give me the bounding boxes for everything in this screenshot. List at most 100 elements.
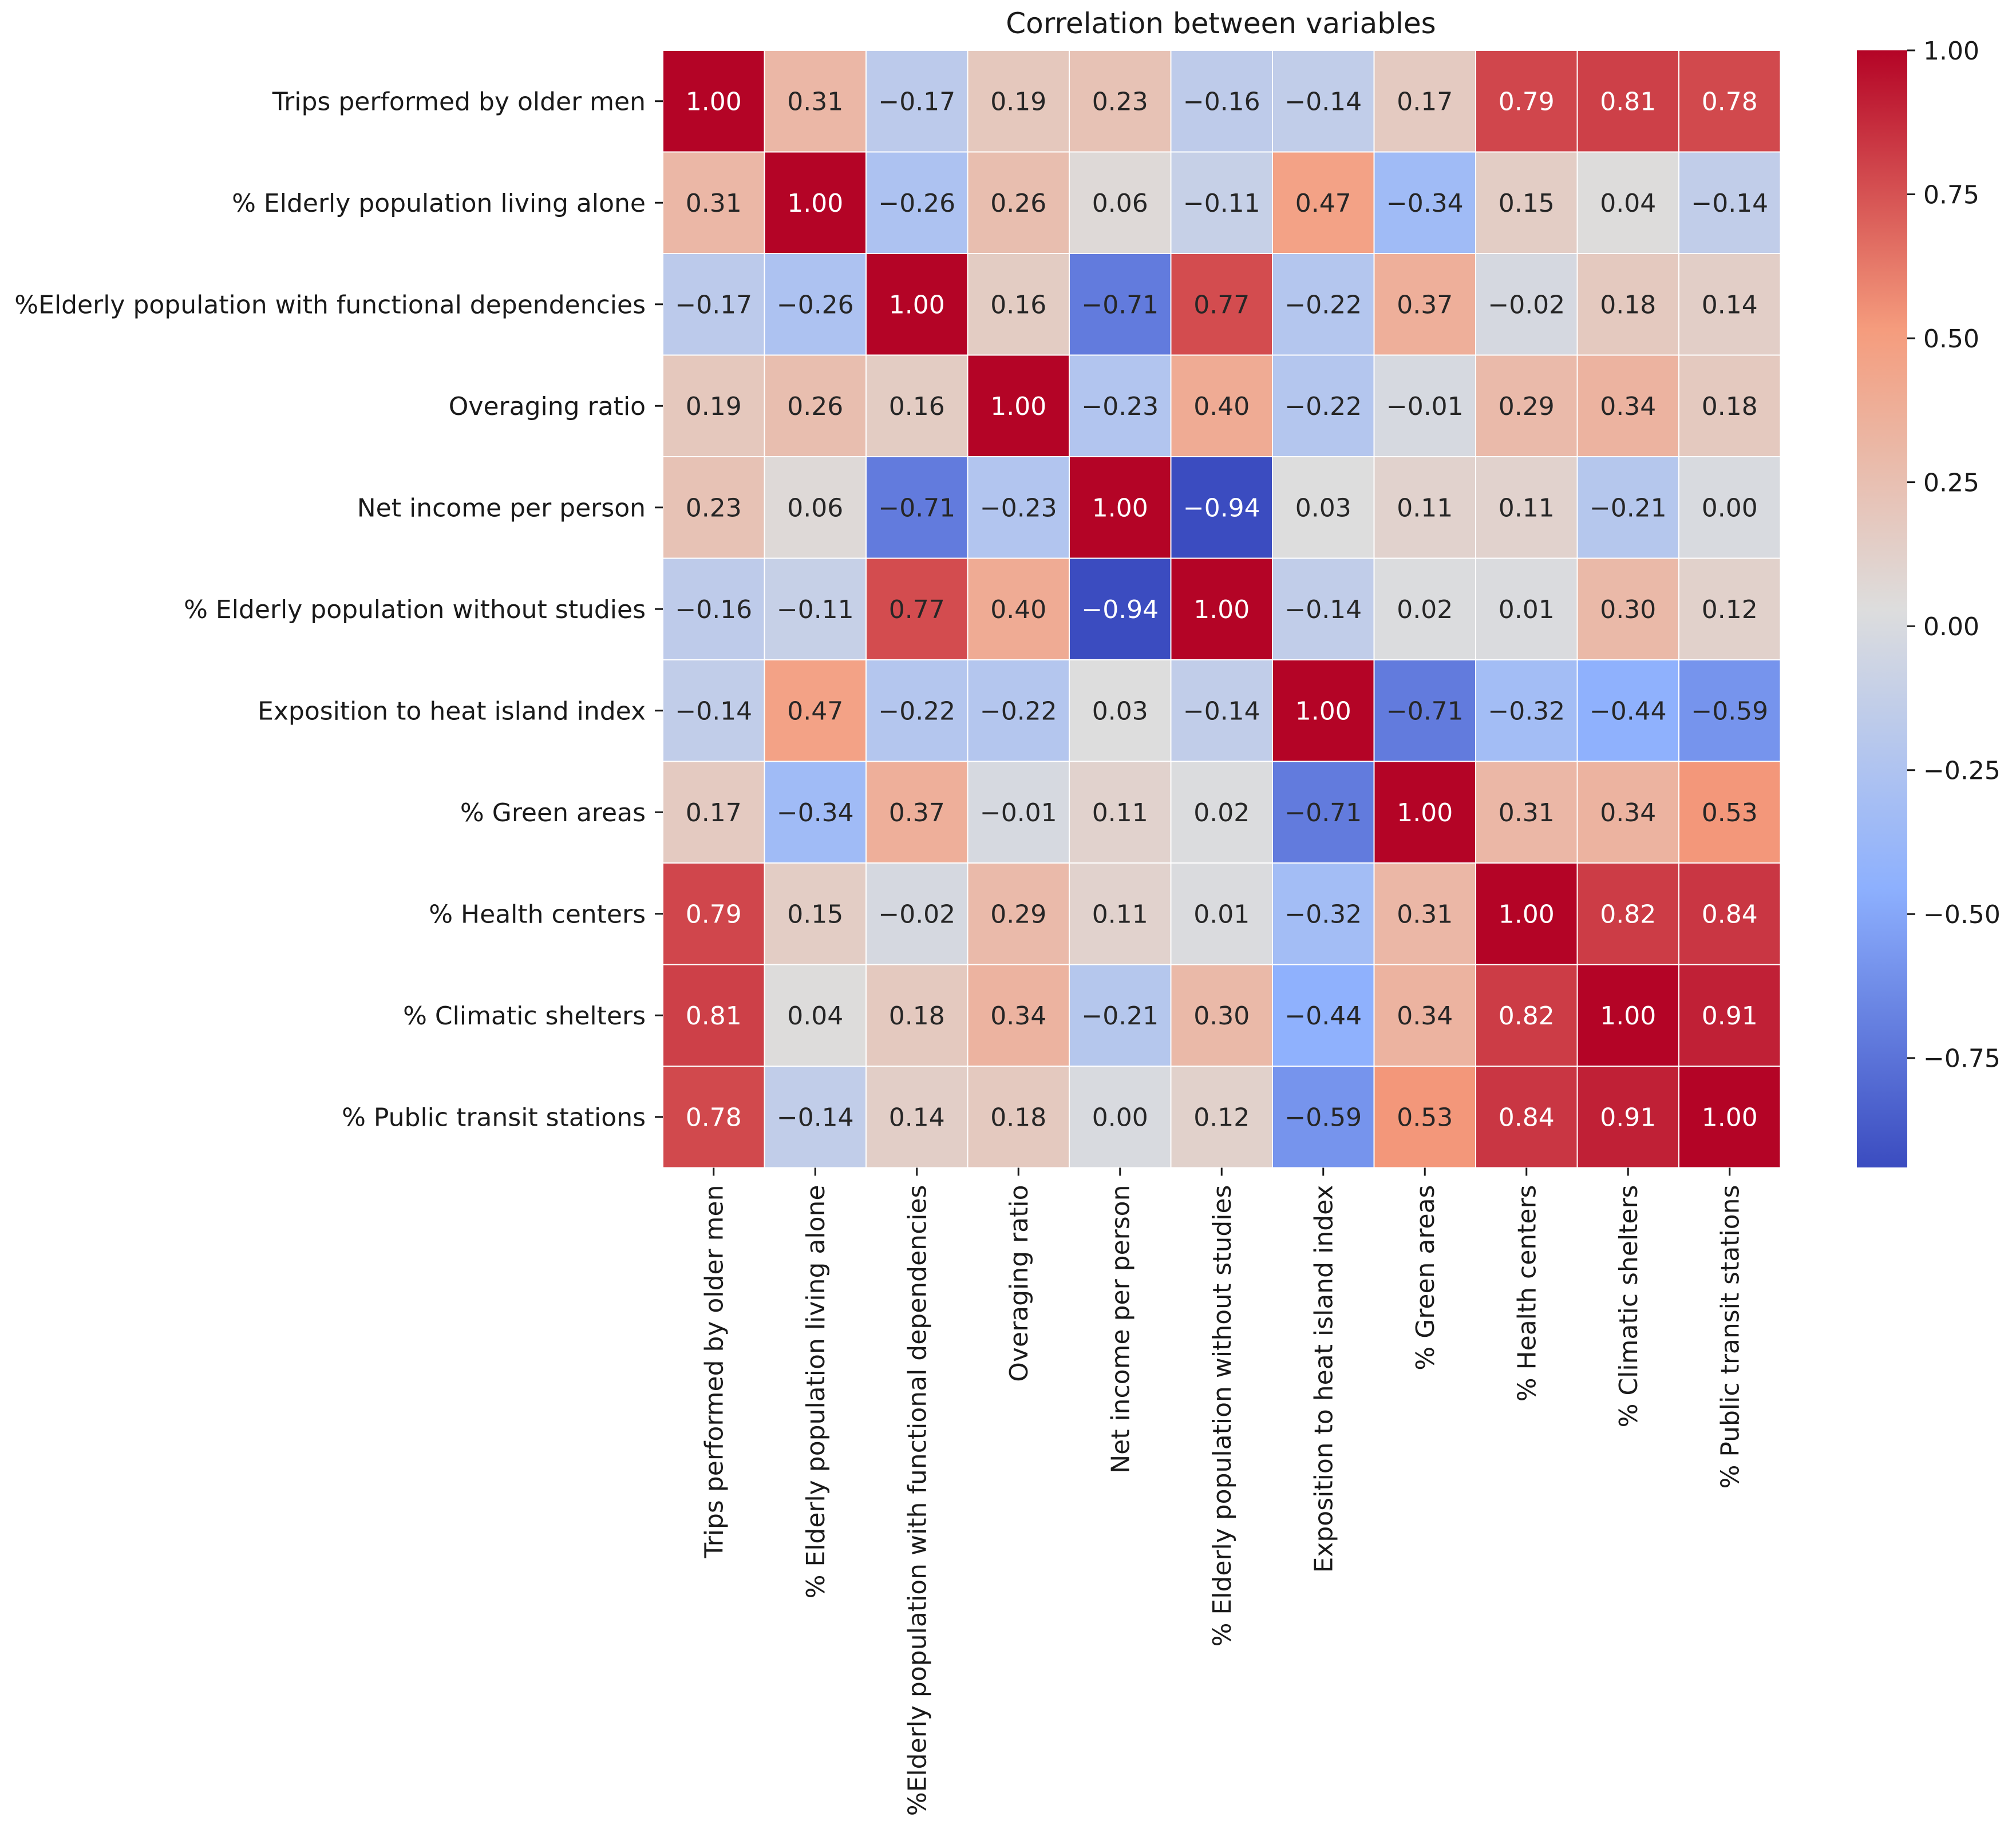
cell-value-label: 0.30	[1193, 1001, 1250, 1031]
cell-value-label: −0.01	[980, 798, 1057, 828]
cell-value-label: 0.18	[990, 1103, 1046, 1133]
cell-value-label: −0.59	[1284, 1103, 1362, 1133]
cell-value-label: −0.26	[777, 291, 854, 320]
y-tick-label: % Green areas	[460, 798, 646, 828]
y-axis-tick-labels: Trips performed by older men % Elderly po…	[14, 88, 663, 1133]
heatmap-cell	[967, 761, 1070, 864]
cell-value-label: 0.77	[1193, 291, 1250, 320]
cell-value-label: 0.03	[1092, 697, 1148, 726]
cell-value-label: 0.81	[1600, 88, 1656, 117]
cell-value-label: −0.17	[878, 88, 955, 117]
cell-value-label: 0.02	[1193, 798, 1250, 828]
heatmap-cell	[1272, 456, 1375, 559]
heatmap-cell	[1475, 354, 1578, 457]
heatmap-cell	[967, 253, 1070, 356]
cell-value-label: 0.04	[787, 1001, 843, 1031]
heatmap-annotations: 1.00 0.31 −0.17 0.19 0.23 −0.16 −0.14 0.17 0.79 0…	[675, 88, 1768, 1133]
cell-value-label: 0.79	[1499, 88, 1555, 117]
y-tick-label: % Health centers	[429, 900, 646, 929]
heatmap-cell	[1576, 1066, 1679, 1169]
x-tick-label: % Elderly population without studies	[1208, 1185, 1237, 1647]
heatmap-cell	[662, 964, 765, 1067]
cell-value-label: −0.71	[878, 494, 955, 523]
heatmap-cell	[1170, 1066, 1273, 1169]
cell-value-label: 0.31	[787, 88, 843, 117]
heatmap-cell	[1678, 151, 1781, 254]
heatmap-cell	[1069, 862, 1172, 965]
heatmap-cell	[1475, 659, 1578, 762]
cell-value-label: 1.00	[787, 189, 843, 218]
heatmap-cell	[1272, 557, 1375, 660]
heatmap-cell	[1373, 50, 1476, 153]
heatmap-cell	[1475, 151, 1578, 254]
cell-value-label: −0.94	[1081, 595, 1159, 624]
x-tick-label: Net income per person	[1106, 1185, 1136, 1474]
cell-value-label: 0.34	[1600, 392, 1656, 421]
cell-value-label: 0.29	[1499, 392, 1555, 421]
cell-value-label: 0.84	[1702, 900, 1758, 929]
heatmap-cell	[1170, 456, 1273, 559]
heatmap-cell	[967, 557, 1070, 660]
chart-title: Correlation between variables	[1006, 7, 1436, 40]
heatmap-cell	[865, 659, 969, 762]
heatmap-cell	[662, 50, 765, 153]
cell-value-label: 0.11	[1092, 798, 1148, 828]
heatmap-cell	[1069, 456, 1172, 559]
cell-value-label: 0.18	[1600, 291, 1656, 320]
heatmap-cell	[1576, 456, 1679, 559]
heatmap-cell	[1272, 1066, 1375, 1169]
cell-value-label: 0.04	[1600, 189, 1656, 218]
colorbar-tick-label: 1.00	[1923, 37, 1979, 66]
cell-value-label: 0.00	[1702, 494, 1758, 523]
cell-value-label: 1.00	[1092, 494, 1148, 523]
cell-value-label: 1.00	[686, 88, 742, 117]
heatmap-cell	[1678, 659, 1781, 762]
heatmap-cell	[865, 557, 969, 660]
cell-value-label: −0.14	[1284, 595, 1362, 624]
cell-value-label: −0.32	[1284, 900, 1362, 929]
cell-value-label: 1.00	[1397, 798, 1453, 828]
cell-value-label: 0.12	[1193, 1103, 1250, 1133]
cell-value-label: 0.19	[686, 392, 742, 421]
cell-value-label: 0.30	[1600, 595, 1656, 624]
x-tick-label: % Green areas	[1411, 1185, 1440, 1371]
heatmap-cell	[1170, 151, 1273, 254]
cell-value-label: −0.02	[878, 900, 955, 929]
heatmap-cell	[865, 50, 969, 153]
x-axis-tick-labels: Trips performed by older men % Elderly po…	[700, 1167, 1745, 1816]
colorbar-tick-label: 0.00	[1923, 612, 1979, 642]
heatmap-cell	[764, 659, 867, 762]
heatmap-cell	[764, 50, 867, 153]
heatmap-cell	[662, 659, 765, 762]
heatmap-cell	[865, 964, 969, 1067]
cell-value-label: 0.34	[1397, 1001, 1453, 1031]
cell-value-label: −0.22	[1284, 392, 1362, 421]
heatmap-cell	[764, 456, 867, 559]
cell-value-label: 0.91	[1702, 1001, 1758, 1031]
heatmap-cell	[1678, 456, 1781, 559]
heatmap-cell	[1576, 862, 1679, 965]
heatmap-cell	[1678, 253, 1781, 356]
cell-value-label: −0.71	[1386, 697, 1464, 726]
heatmap-cell	[1272, 151, 1375, 254]
heatmap-cell	[1576, 50, 1679, 153]
cell-value-label: 0.11	[1092, 900, 1148, 929]
x-tick-label: % Public transit stations	[1716, 1185, 1745, 1489]
cell-value-label: 0.34	[990, 1001, 1046, 1031]
heatmap-cell	[662, 557, 765, 660]
y-tick-label: Net income per person	[357, 494, 646, 523]
cell-value-label: −0.16	[1183, 88, 1260, 117]
cell-value-label: −0.23	[980, 494, 1057, 523]
heatmap-cell	[1170, 862, 1273, 965]
heatmap-cell	[1475, 253, 1578, 356]
heatmap-cell	[662, 761, 765, 864]
heatmap-cell	[967, 456, 1070, 559]
x-tick-label: Trips performed by older men	[700, 1185, 729, 1559]
cell-value-label: 0.31	[1499, 798, 1555, 828]
cell-value-label: 0.15	[1499, 189, 1555, 218]
cell-value-label: 0.26	[990, 189, 1046, 218]
heatmap-cell	[865, 456, 969, 559]
cell-value-label: −0.22	[980, 697, 1057, 726]
cell-value-label: −0.14	[1284, 88, 1362, 117]
